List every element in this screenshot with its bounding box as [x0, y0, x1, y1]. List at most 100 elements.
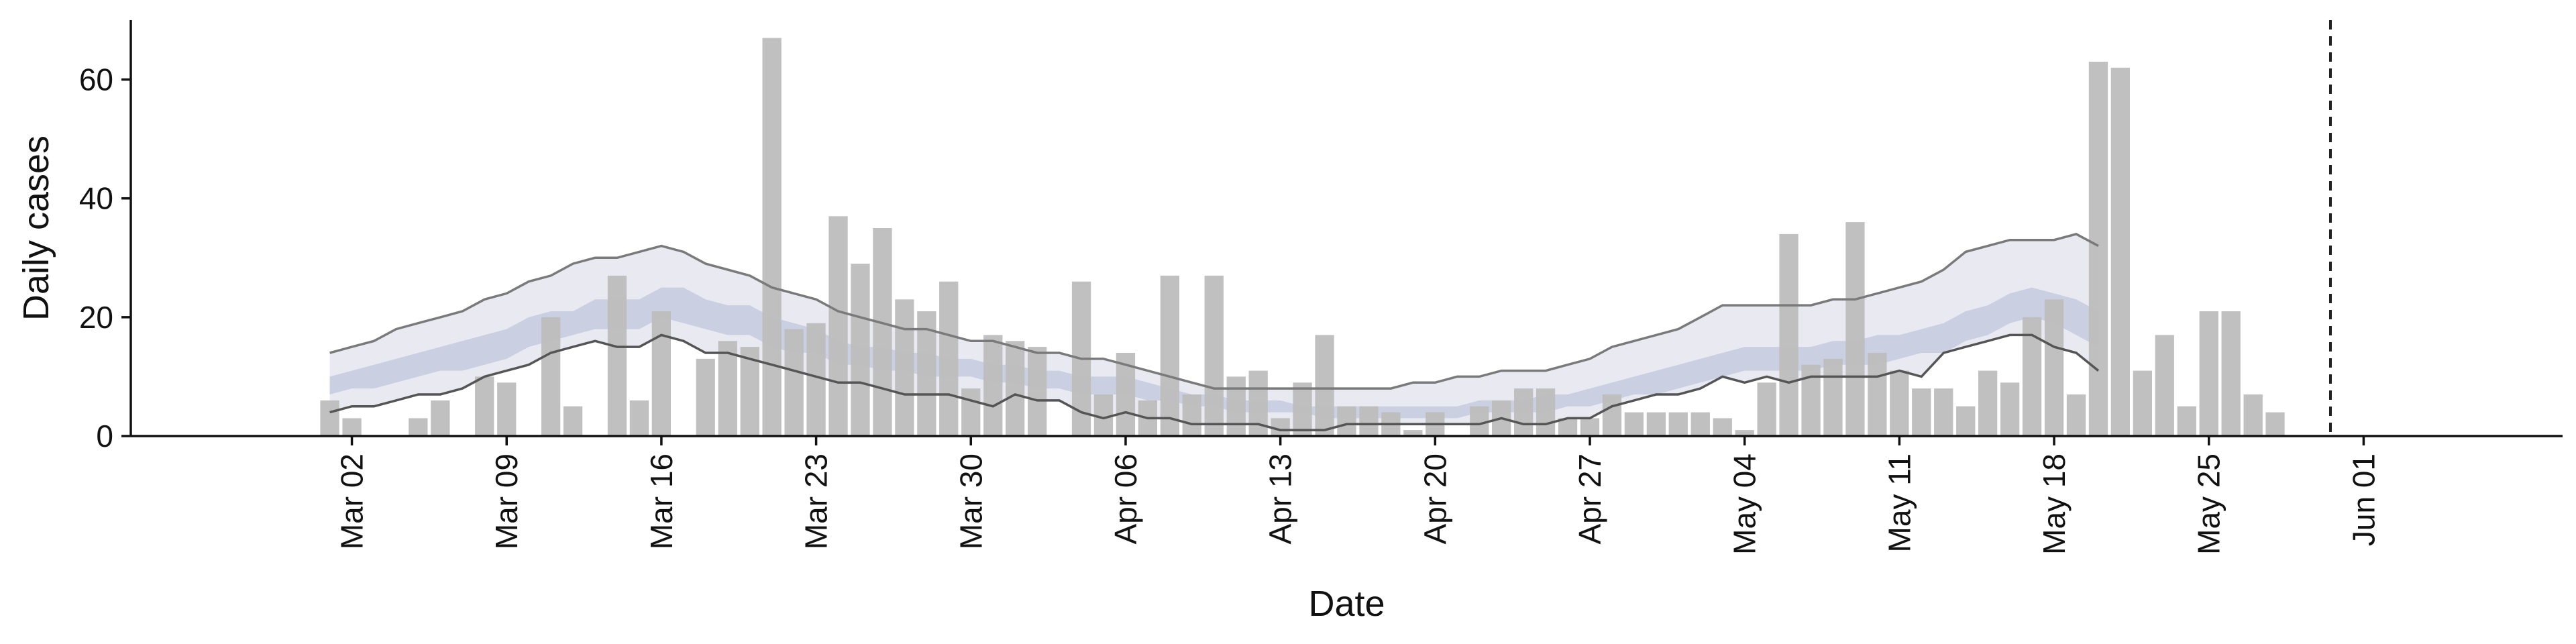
bar-2020-04-29: [1624, 412, 1644, 436]
bar-2020-03-06: [431, 400, 450, 436]
y-tick-label-20: 20: [79, 300, 113, 335]
x-tick-label-2020-05-11: May 11: [1882, 453, 1917, 552]
bar-2020-05-03: [1713, 418, 1732, 436]
bar-2020-03-11: [541, 317, 561, 436]
bar-2020-05-01: [1668, 412, 1688, 436]
bar-2020-03-15: [629, 400, 649, 436]
y-tick-label-0: 0: [96, 419, 113, 453]
bar-2020-05-10: [1868, 353, 1887, 436]
bar-2020-05-07: [1801, 364, 1821, 436]
x-tick-label-2020-05-04: May 04: [1727, 453, 1762, 555]
bar-2020-04-30: [1646, 412, 1666, 436]
x-tick-label-2020-05-18: May 18: [2037, 453, 2072, 555]
y-axis-label: Daily cases: [16, 136, 56, 321]
bar-2020-05-25: [2199, 311, 2218, 436]
bar-2020-05-05: [1757, 382, 1776, 436]
bar-2020-05-23: [2155, 335, 2174, 436]
forecast-bound-lines: [329, 233, 2100, 431]
x-tick-label-2020-04-20: Apr 20: [1417, 453, 1452, 545]
bar-2020-04-01: [1006, 341, 1025, 436]
bar-2020-05-18: [2044, 299, 2064, 436]
bar-2020-04-28: [1602, 394, 1622, 436]
bar-2020-05-13: [1934, 388, 1953, 436]
bar-2020-03-30: [961, 388, 981, 436]
bar-2020-03-23: [806, 323, 826, 436]
bar-2020-05-19: [2066, 394, 2086, 436]
bar-2020-05-12: [1912, 388, 1931, 436]
bar-2020-03-27: [895, 299, 914, 436]
bar-2020-05-02: [1690, 412, 1710, 436]
bar-2020-04-11: [1226, 376, 1246, 436]
bar-2020-03-31: [983, 335, 1003, 436]
axes: 0 20 40 60 Mar 02 Mar 09 Mar 16 Mar 23 Mar 30 Apr…: [79, 20, 2563, 555]
bar-2020-04-19: [1403, 430, 1423, 436]
x-tick-label-2020-03-16: Mar 16: [644, 453, 679, 549]
y-tick-label-60: 60: [79, 62, 113, 97]
bar-2020-05-17: [2022, 317, 2042, 436]
bar-2020-05-22: [2133, 370, 2152, 436]
bar-2020-03-09: [497, 382, 517, 436]
bar-2020-04-22: [1470, 406, 1489, 436]
x-tick-label-2020-03-02: Mar 02: [335, 453, 370, 549]
bar-2020-04-14: [1293, 382, 1312, 436]
bar-2020-04-27: [1580, 418, 1600, 436]
x-tick-label-2020-03-30: Mar 30: [953, 453, 988, 549]
y-tick-label-40: 40: [79, 181, 113, 216]
bar-2020-03-22: [784, 329, 804, 436]
bar-2020-03-19: [718, 341, 737, 436]
bar-2020-04-08: [1160, 275, 1179, 436]
bar-2020-04-17: [1359, 406, 1379, 436]
upper-bound-line: [329, 233, 2099, 390]
bar-2020-05-06: [1779, 233, 1799, 436]
x-tick-label-2020-04-06: Apr 06: [1108, 453, 1143, 545]
bar-2020-03-16: [651, 311, 671, 436]
bar-2020-03-05: [409, 418, 428, 436]
bar-2020-03-12: [563, 406, 583, 436]
x-tick-label-2020-03-09: Mar 09: [489, 453, 524, 549]
lower-bound-line: [329, 333, 2100, 431]
daily-case-bars: [320, 38, 2285, 437]
bar-2020-05-16: [2000, 382, 2020, 436]
bar-2020-03-21: [762, 38, 782, 437]
bar-2020-03-01: [320, 400, 339, 436]
bar-2020-04-15: [1315, 335, 1334, 436]
bar-2020-04-13: [1271, 418, 1290, 436]
bar-2020-03-14: [607, 275, 627, 436]
bar-2020-04-09: [1182, 394, 1201, 436]
bar-2020-05-09: [1845, 222, 1865, 436]
bar-2020-03-25: [851, 264, 870, 436]
bar-2020-03-20: [740, 347, 759, 436]
bar-2020-05-27: [2243, 394, 2263, 436]
bar-2020-05-11: [1890, 370, 1909, 436]
bar-2020-03-18: [696, 358, 715, 436]
bar-2020-05-24: [2177, 406, 2196, 436]
bar-2020-03-24: [828, 216, 848, 436]
bar-2020-05-28: [2265, 412, 2285, 436]
x-tick-label-2020-04-27: Apr 27: [1572, 453, 1607, 545]
bar-2020-04-10: [1204, 275, 1224, 436]
bar-2020-04-24: [1514, 388, 1534, 436]
x-tick-label-2020-04-13: Apr 13: [1263, 453, 1298, 545]
bar-2020-04-02: [1028, 347, 1047, 436]
bar-2020-03-29: [939, 281, 959, 436]
x-tick-label-2020-06-01: Jun 01: [2346, 453, 2381, 546]
x-tick-label-2020-03-23: Mar 23: [799, 453, 834, 549]
bar-2020-05-14: [1956, 406, 1976, 436]
bar-2020-04-26: [1558, 418, 1578, 436]
bar-2020-05-04: [1735, 430, 1754, 436]
bar-2020-03-28: [917, 311, 936, 436]
bar-2020-05-08: [1823, 358, 1843, 436]
bar-2020-05-15: [1978, 370, 1998, 436]
x-tick-label-2020-05-25: May 25: [2192, 453, 2226, 555]
bar-2020-03-08: [475, 376, 494, 436]
bar-2020-03-26: [873, 228, 892, 436]
bar-2020-05-20: [2088, 62, 2108, 436]
x-axis-label: Date: [1308, 584, 1385, 624]
bar-2020-05-26: [2221, 311, 2241, 436]
bar-2020-04-05: [1093, 394, 1114, 436]
bar-2020-03-02: [342, 418, 362, 436]
bar-2020-04-16: [1337, 406, 1356, 436]
bar-2020-05-21: [2110, 67, 2130, 436]
bar-2020-04-25: [1536, 388, 1556, 436]
